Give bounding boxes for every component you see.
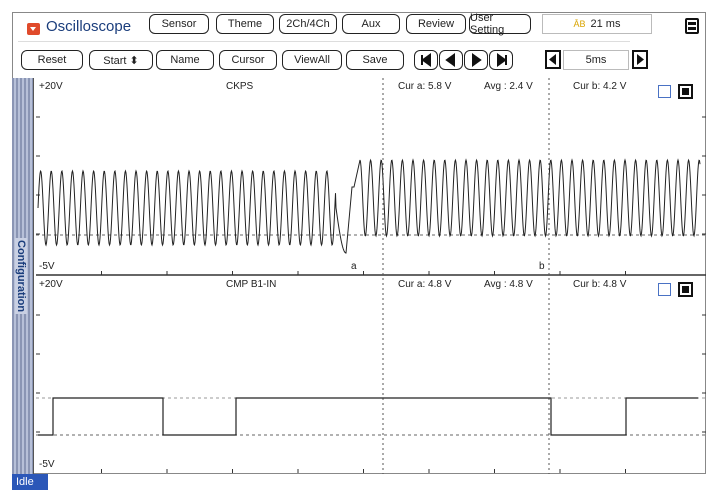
ckps-waveform bbox=[37, 158, 701, 254]
cursor-a-value: Cur a: 5.8 V bbox=[398, 81, 452, 92]
skip-last-icon bbox=[496, 53, 507, 67]
app-menu-icon[interactable] bbox=[27, 23, 40, 35]
step-back-button[interactable] bbox=[439, 50, 463, 70]
reset-button[interactable]: Reset bbox=[21, 50, 83, 70]
average-value: Avg : 2.4 V bbox=[484, 81, 533, 92]
configuration-panel-toggle[interactable]: Configuration bbox=[12, 78, 34, 474]
viewall-button[interactable]: ViewAll bbox=[282, 50, 342, 70]
user-setting-button[interactable]: User Setting bbox=[469, 12, 531, 36]
app-title: Oscilloscope bbox=[46, 18, 132, 35]
sensor-button[interactable]: Sensor bbox=[149, 14, 209, 34]
channel-select-checkbox[interactable] bbox=[658, 85, 671, 98]
channel-top-scale: +20V bbox=[39, 279, 63, 290]
channel-bottom-scale: -5V bbox=[39, 459, 55, 470]
channel-select-checkbox[interactable] bbox=[658, 283, 671, 296]
cursor-a-marker[interactable]: a bbox=[351, 261, 357, 272]
skip-first-icon bbox=[420, 53, 431, 67]
channel-name: CMP B1-IN bbox=[226, 279, 277, 290]
channel-maximize-button[interactable] bbox=[678, 282, 693, 297]
cursor-button[interactable]: Cursor bbox=[219, 50, 277, 70]
app-frame bbox=[12, 12, 706, 474]
theme-button[interactable]: Theme bbox=[216, 14, 274, 34]
divider bbox=[18, 41, 630, 42]
cmp-waveform bbox=[38, 397, 698, 436]
channel-name: CKPS bbox=[226, 81, 254, 92]
review-button[interactable]: Review bbox=[406, 14, 466, 34]
scope-display[interactable]: +20V CKPS Cur a: 5.8 V Avg : 2.4 V Cur b: 4.… bbox=[36, 78, 706, 474]
channel-maximize-button[interactable] bbox=[678, 84, 693, 99]
step-forward-button[interactable] bbox=[464, 50, 488, 70]
cursor-b-value: Cur b: 4.8 V bbox=[573, 279, 627, 290]
ab-delta-icon: ĀB bbox=[573, 19, 586, 29]
skip-first-button[interactable] bbox=[414, 50, 438, 70]
channel-top-scale: +20V bbox=[39, 81, 63, 92]
cursor-b-marker[interactable]: b bbox=[539, 261, 545, 272]
channel-bottom-scale: -5V bbox=[39, 261, 55, 272]
name-button[interactable]: Name bbox=[156, 50, 214, 70]
status-badge: Idle bbox=[12, 474, 48, 490]
step-forward-icon bbox=[471, 53, 482, 67]
channels-button[interactable]: 2Ch/4Ch bbox=[279, 14, 337, 34]
layout-menu-icon[interactable] bbox=[685, 18, 699, 34]
skip-last-button[interactable] bbox=[489, 50, 513, 70]
average-value: Avg : 4.8 V bbox=[484, 279, 533, 290]
timebase-value: 5ms bbox=[563, 50, 629, 70]
cursor-a-value: Cur a: 4.8 V bbox=[398, 279, 452, 290]
cursor-delta-readout: ĀB 21 ms bbox=[542, 14, 652, 34]
save-button[interactable]: Save bbox=[346, 50, 404, 70]
timebase-increase-button[interactable] bbox=[632, 50, 648, 69]
step-back-icon bbox=[444, 53, 455, 67]
timebase-decrease-button[interactable] bbox=[545, 50, 561, 69]
start-button[interactable]: Start ⬍ bbox=[89, 50, 153, 70]
aux-button[interactable]: Aux bbox=[342, 14, 400, 34]
cursor-b-value: Cur b: 4.2 V bbox=[573, 81, 627, 92]
